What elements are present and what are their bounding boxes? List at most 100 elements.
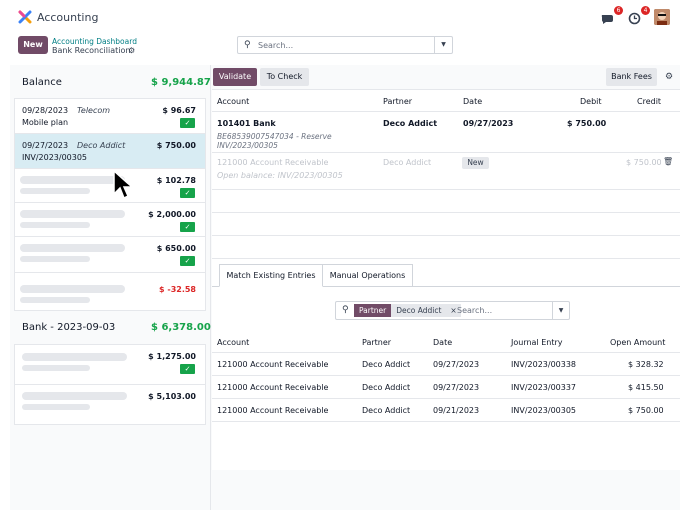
app-logo-icon[interactable] [18,10,32,24]
list-item[interactable]: $ 102.78 ✓ [15,169,205,203]
breadcrumb-link[interactable]: Accounting Dashboard [52,37,137,46]
open-balance-row[interactable]: 121000 Account Receivable Open balance: … [212,153,680,190]
transaction-date: 09/28/2023 [22,106,69,115]
placeholder-line [22,404,90,410]
caret-down-icon[interactable]: ▼ [552,302,569,319]
balance-label: Balance [22,77,62,88]
new-button[interactable]: New [18,36,48,54]
placeholder-line [22,353,127,361]
to-check-button[interactable]: To Check [260,68,309,86]
entries-table-header: Account Partner Date Debit Credit [212,91,680,112]
row-partner: Deco Addict [362,383,411,392]
list-item[interactable]: $ 1,275.00 ✓ [15,345,205,385]
list-item-selected[interactable]: 09/27/2023 Deco Addict INV/2023/00305 $ … [15,134,205,169]
row-entry: INV/2023/00338 [511,360,577,369]
invoice-reference: INV/2023/00305 [217,141,278,150]
row-date: 09/21/2023 [433,406,480,415]
placeholder-line [20,244,125,252]
empty-row [212,236,680,259]
search-input[interactable]: Search... [457,306,493,315]
search-icon: ⚲ [244,40,251,50]
placeholder-line [20,285,125,293]
col-open-amount: Open Amount [610,338,666,347]
col-account: Account [217,338,250,347]
col-account: Account [217,97,250,106]
bank-reference: BE68539007547034 - Reserve [217,132,332,141]
partner-name: Deco Addict [383,158,432,167]
row-account: 121000 Account Receivable [217,360,329,369]
placeholder-line [22,392,127,400]
check-icon: ✓ [180,364,195,374]
row-date: 09/27/2023 [433,360,480,369]
transaction-partner: Deco Addict [77,141,126,150]
list-item[interactable]: $ 5,103.00 [15,385,205,424]
validate-button[interactable]: Validate [213,68,257,86]
status-badge: New [462,157,489,169]
placeholder-line [20,188,90,194]
match-search-bar[interactable]: ⚲ Partner Deco Addict × Search... ▼ [335,301,570,320]
list-item[interactable]: $ -32.58 [15,273,205,310]
placeholder-line [20,176,125,184]
chat-icon[interactable]: 6 [601,6,623,24]
row-partner: Deco Addict [362,360,411,369]
search-icon: ⚲ [342,305,349,315]
close-icon[interactable]: × [446,304,461,317]
table-row[interactable]: 121000 Account Receivable Deco Addict 09… [212,353,680,376]
transaction-amount: $ 2,000.00 [148,210,196,219]
gear-icon[interactable]: ⚙ [128,46,136,55]
list-item[interactable]: $ 2,000.00 ✓ [15,203,205,237]
trash-icon[interactable]: 🗑 [663,157,674,166]
mouse-cursor-icon [113,170,134,200]
col-partner: Partner [362,338,392,347]
gear-icon[interactable]: ⚙ [665,72,674,82]
transaction-list: 09/28/2023 Telecom Mobile plan $ 96.67 ✓… [14,98,206,311]
caret-down-icon[interactable]: ▼ [434,37,452,53]
placeholder-line [20,297,90,303]
transaction-amount: $ 96.67 [162,106,196,115]
row-amount: $ 328.32 [628,360,664,369]
check-icon: ✓ [180,118,195,128]
chat-badge: 6 [614,6,623,15]
balance-amount: $ 9,944.87 [151,77,211,88]
placeholder-line [20,222,90,228]
line-date: 09/27/2023 [463,119,514,128]
list-item[interactable]: $ 650.00 ✓ [15,237,205,273]
col-partner: Partner [383,97,413,106]
partner-name: Deco Addict [383,119,438,128]
check-icon: ✓ [180,188,195,198]
transaction-amount: $ -32.58 [159,285,196,294]
row-account: 121000 Account Receivable [217,383,329,392]
col-debit: Debit [580,97,602,106]
list-item[interactable]: 09/28/2023 Telecom Mobile plan $ 96.67 ✓ [15,99,205,134]
account-name: 101401 Bank [217,119,276,128]
transaction-partner: Telecom [77,106,111,115]
bank-transaction-list: $ 1,275.00 ✓ $ 5,103.00 [14,344,206,425]
facet-key: Partner [354,304,392,317]
bank-statement-label: Bank - 2023-09-03 [22,322,116,333]
check-icon: ✓ [180,256,195,266]
activity-badge: 4 [641,6,650,15]
top-navbar [0,0,690,34]
avatar[interactable] [654,9,670,25]
empty-row [212,190,680,213]
check-icon: ✓ [180,222,195,232]
account-name: 121000 Account Receivable [217,158,329,167]
bank-line-row[interactable]: 101401 Bank BE68539007547034 - Reserve I… [212,112,680,153]
credit-amount: $ 750.00 [626,158,662,167]
col-date: Date [433,338,453,347]
table-row[interactable]: 121000 Account Receivable Deco Addict 09… [212,399,680,422]
tab-match-existing[interactable]: Match Existing Entries [219,264,323,287]
col-credit: Credit [637,97,662,106]
transaction-amount: $ 102.78 [156,176,196,185]
bank-fees-button[interactable]: Bank Fees [606,68,657,86]
app-name[interactable]: Accounting [37,11,99,24]
table-row[interactable]: 121000 Account Receivable Deco Addict 09… [212,376,680,399]
match-table-header: Account Partner Date Journal Entry Open … [212,331,680,353]
search-bar[interactable]: ⚲ Search... ▼ [237,36,453,54]
tab-manual-operations[interactable]: Manual Operations [323,264,413,287]
search-input[interactable]: Search... [258,41,294,50]
placeholder-line [20,256,90,262]
panel-footer [212,470,680,510]
transaction-amount: $ 1,275.00 [148,352,196,361]
clock-icon[interactable]: 4 [628,6,650,25]
